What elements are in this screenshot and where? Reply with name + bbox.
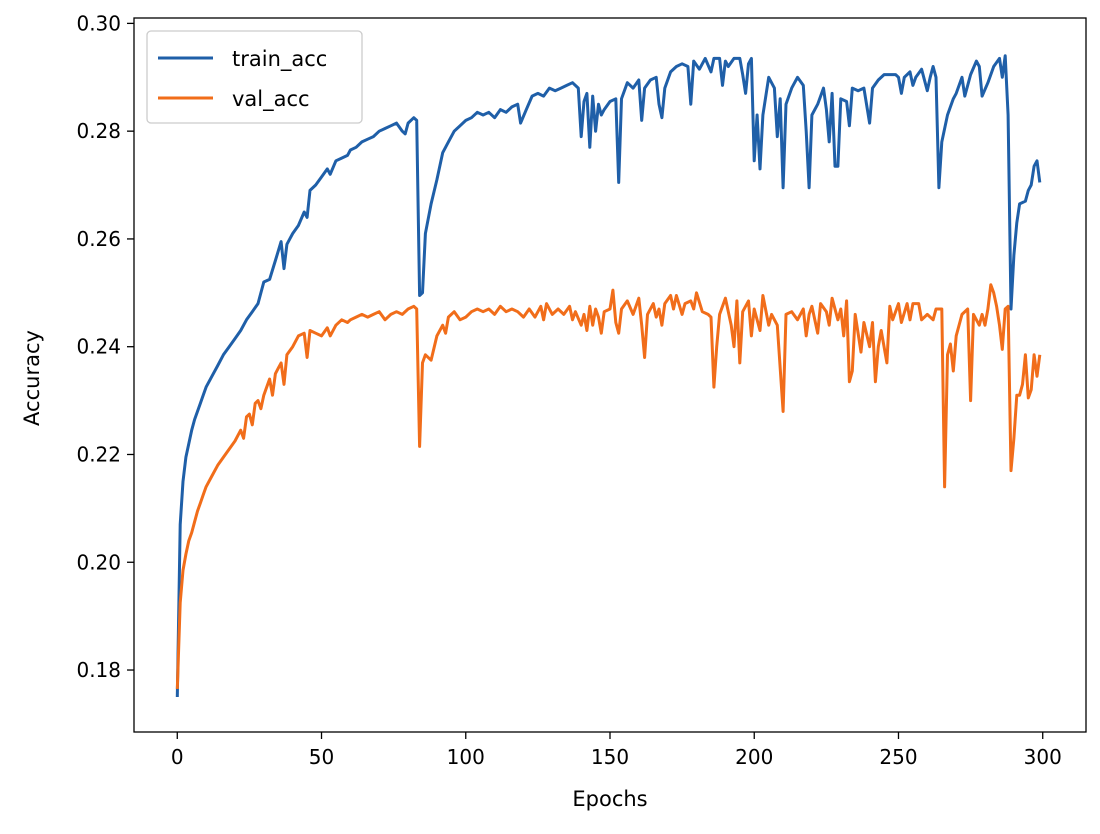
x-tick-label: 250 bbox=[879, 745, 917, 769]
x-tick-label: 50 bbox=[309, 745, 334, 769]
legend-box bbox=[146, 30, 363, 124]
y-tick-label: 0.24 bbox=[76, 335, 121, 359]
y-tick-label: 0.30 bbox=[76, 11, 121, 35]
legend: train_acc val_acc bbox=[146, 30, 363, 124]
x-tick-label: 300 bbox=[1024, 745, 1062, 769]
series-layer bbox=[175, 54, 1042, 698]
x-axis-ticks: 0 50 100 150 200 250 300 bbox=[171, 732, 1062, 769]
x-tick-label: 150 bbox=[591, 745, 629, 769]
x-tick-label: 100 bbox=[447, 745, 485, 769]
y-axis-ticks: 0.18 0.20 0.22 0.24 0.26 0.28 0.30 bbox=[76, 11, 134, 682]
series-line-train-acc bbox=[175, 54, 1042, 698]
y-tick-label: 0.20 bbox=[76, 550, 121, 574]
legend-label-train-acc: train_acc bbox=[232, 47, 327, 72]
y-tick-label: 0.26 bbox=[76, 227, 121, 251]
x-axis-label: Epochs bbox=[572, 787, 647, 811]
y-axis-label: Accuracy bbox=[20, 330, 44, 426]
x-tick-label: 200 bbox=[735, 745, 773, 769]
x-tick-label: 0 bbox=[171, 745, 184, 769]
series-line-val-acc bbox=[175, 283, 1042, 689]
y-tick-label: 0.22 bbox=[76, 442, 121, 466]
y-tick-label: 0.28 bbox=[76, 119, 121, 143]
legend-label-val-acc: val_acc bbox=[232, 87, 310, 112]
y-tick-label: 0.18 bbox=[76, 658, 121, 682]
